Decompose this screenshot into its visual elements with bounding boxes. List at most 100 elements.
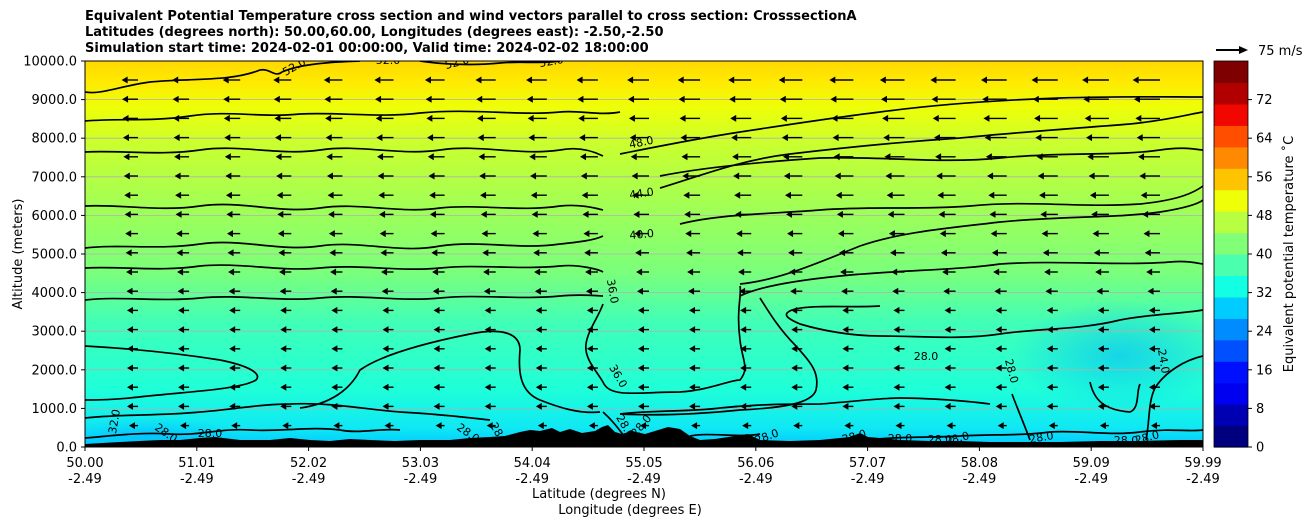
wind-vector-head bbox=[532, 230, 539, 238]
wind-vector-head bbox=[1045, 287, 1052, 295]
wind-vector bbox=[432, 268, 445, 276]
wind-vector bbox=[124, 210, 138, 218]
wind-vector-head bbox=[479, 172, 486, 180]
cool-region bbox=[1010, 300, 1203, 410]
wind-vector-head bbox=[790, 287, 797, 295]
wind-vector bbox=[229, 383, 241, 391]
wind-vector-head bbox=[379, 210, 386, 218]
x-tick-label-lat: 58.08 bbox=[961, 456, 998, 471]
wind-vector bbox=[426, 114, 445, 122]
wind-vector bbox=[178, 326, 190, 334]
contour-line bbox=[85, 345, 259, 401]
wind-vector bbox=[174, 153, 190, 161]
wind-vector-head bbox=[586, 383, 593, 391]
wind-vector bbox=[586, 326, 598, 334]
wind-vector bbox=[1097, 364, 1109, 372]
wind-vector-head bbox=[791, 326, 798, 334]
wind-vector bbox=[1097, 345, 1109, 353]
terrain-silhouette bbox=[85, 425, 1203, 447]
wind-vector-head bbox=[638, 402, 644, 410]
wind-vector-head bbox=[534, 268, 541, 276]
wind-vector bbox=[682, 172, 701, 180]
wind-vector-head bbox=[579, 134, 586, 142]
wind-vector bbox=[685, 230, 701, 238]
wind-vector bbox=[938, 210, 956, 218]
plot-area: 52.0 52.0 52.0 52.048.044.040.036.036.032.0… bbox=[85, 53, 1203, 447]
wind-vector-head bbox=[324, 95, 331, 103]
wind-vector-head bbox=[786, 210, 793, 218]
wind-vector bbox=[736, 230, 752, 238]
wind-vector-head bbox=[689, 383, 696, 391]
wind-vector-head bbox=[740, 383, 747, 391]
wind-vector bbox=[1139, 172, 1160, 180]
wind-vector bbox=[424, 76, 445, 84]
wind-vector bbox=[893, 402, 905, 410]
wind-vector-head bbox=[944, 306, 951, 314]
wind-vector bbox=[175, 210, 190, 218]
wind-vector-head bbox=[430, 230, 437, 238]
wind-vector bbox=[325, 134, 343, 142]
colorbar-segment bbox=[1214, 103, 1248, 126]
wind-vector-head bbox=[985, 153, 992, 161]
wind-vector bbox=[1046, 345, 1058, 353]
wind-vector bbox=[1097, 383, 1109, 391]
wind-vector bbox=[637, 306, 649, 314]
wind-vector bbox=[832, 134, 854, 142]
wind-vector bbox=[122, 134, 138, 142]
wind-vector-head bbox=[740, 306, 747, 314]
wind-vector bbox=[782, 153, 803, 161]
wind-vector-head bbox=[982, 95, 989, 103]
wind-vector-head bbox=[885, 172, 892, 180]
wind-vector bbox=[1091, 210, 1109, 218]
wind-vector-head bbox=[480, 191, 487, 199]
wind-vector-head bbox=[837, 230, 844, 238]
colorbar-segment bbox=[1214, 254, 1248, 277]
wind-vector bbox=[884, 153, 905, 161]
x-tick-label-lat: 59.99 bbox=[1184, 456, 1221, 471]
wind-vector bbox=[1092, 230, 1109, 238]
wind-vector bbox=[989, 210, 1007, 218]
wind-vector-head bbox=[433, 364, 440, 372]
wind-vector-head bbox=[994, 287, 1001, 295]
wind-vector bbox=[887, 210, 905, 218]
wind-vector bbox=[376, 134, 394, 142]
wind-vector bbox=[634, 230, 649, 238]
wind-vector bbox=[638, 345, 649, 353]
wind-vector bbox=[484, 383, 496, 391]
wind-vector bbox=[223, 95, 241, 103]
colorbar-tick-label: 56 bbox=[1256, 170, 1273, 185]
wind-vector-head bbox=[282, 422, 289, 430]
wind-vector bbox=[279, 268, 292, 276]
wind-vector bbox=[988, 191, 1007, 199]
wind-vector bbox=[325, 114, 343, 122]
wind-vector-head bbox=[791, 402, 798, 410]
wind-vector bbox=[932, 114, 956, 122]
wind-vector bbox=[893, 364, 905, 372]
x-tick-label-lon: -2.49 bbox=[1186, 472, 1220, 487]
wind-vector-head bbox=[535, 402, 542, 410]
wind-vector bbox=[432, 287, 445, 295]
wind-vector bbox=[324, 95, 343, 103]
wind-vector bbox=[280, 326, 292, 334]
wind-vector bbox=[627, 76, 649, 84]
wind-vector bbox=[323, 76, 343, 84]
wind-vector-head bbox=[779, 95, 786, 103]
contour-label: 28.0 bbox=[1114, 434, 1139, 447]
wind-vector-head bbox=[785, 191, 792, 199]
wind-vector bbox=[1097, 306, 1109, 314]
wind-vector-head bbox=[830, 95, 837, 103]
wind-vector bbox=[732, 153, 752, 161]
wind-vector-head bbox=[842, 326, 849, 334]
wind-vector bbox=[480, 210, 496, 218]
contour-label: 52.0 bbox=[538, 53, 564, 70]
x-tick-label-lon: -2.49 bbox=[1074, 472, 1108, 487]
wind-vector-head bbox=[227, 249, 234, 257]
wind-vector-head bbox=[1046, 326, 1053, 334]
wind-vector bbox=[530, 191, 547, 199]
x-tick-label-lat: 57.07 bbox=[849, 456, 886, 471]
wind-vector-head bbox=[930, 76, 937, 84]
wind-vector-head bbox=[638, 326, 644, 334]
wind-vector bbox=[435, 422, 445, 430]
wind-vector bbox=[581, 191, 598, 199]
wind-vector-head bbox=[178, 326, 185, 334]
